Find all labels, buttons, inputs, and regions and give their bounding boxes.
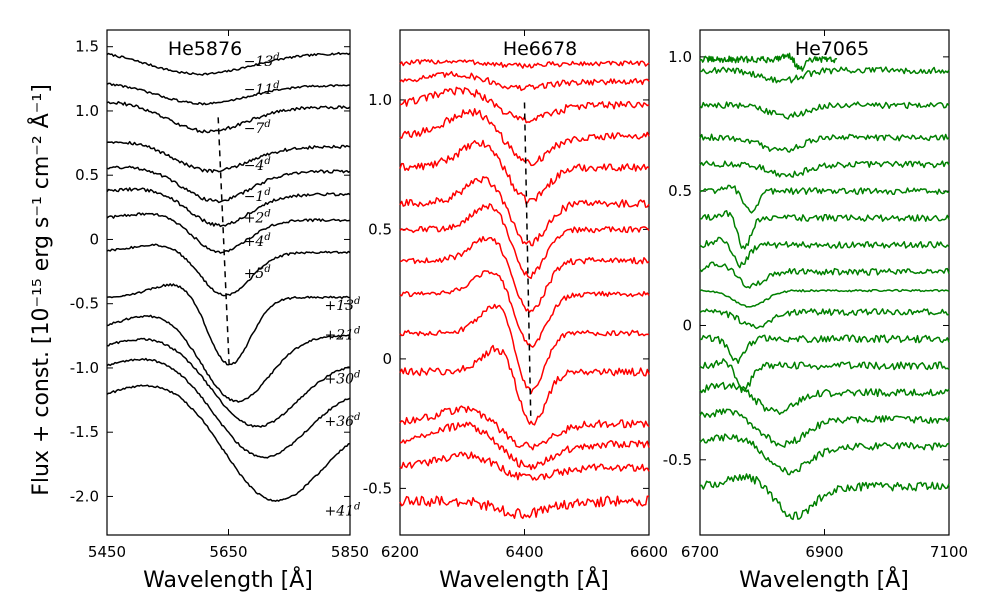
spectrum-line <box>106 243 351 297</box>
spectrum-line <box>699 381 950 416</box>
y-tick-label: -0.5 <box>70 295 99 313</box>
spectrum-line <box>399 421 650 471</box>
spectrum-line <box>399 203 650 280</box>
spectrum-line <box>106 384 351 502</box>
x-tick-label: 6700 <box>681 543 719 561</box>
line-center-guide <box>217 117 230 365</box>
spectrum-line <box>399 451 650 481</box>
y-tick-label: 0 <box>682 316 692 334</box>
y-tick-label: 0.5 <box>75 166 99 184</box>
epoch-label: +5d <box>244 264 271 282</box>
line-center-guide <box>523 102 532 416</box>
spectrum-line <box>399 303 650 395</box>
x-tick-label: 6600 <box>630 543 668 561</box>
spectrum-line <box>700 66 950 84</box>
spectrum-line <box>699 184 950 214</box>
epoch-label: +36d <box>324 412 360 430</box>
epoch-label: −13d <box>244 52 280 70</box>
epoch-label: −4d <box>244 156 271 174</box>
panel-title: He6678 <box>503 38 577 60</box>
spectrum-line <box>699 308 950 330</box>
x-tick-label: 6900 <box>805 543 843 561</box>
x-tick-label: 6400 <box>505 543 543 561</box>
y-tick-label: -0.5 <box>363 479 392 497</box>
epoch-label: +2d <box>244 209 271 227</box>
y-tick-label: -2.0 <box>70 487 99 505</box>
spectrum-line <box>106 357 351 459</box>
spectrum-line <box>106 314 351 403</box>
spectrum-line <box>699 160 950 178</box>
panel-he7065: He7065 Wavelength [Å] 6700 6900 7100 1.0 0.5… <box>663 29 968 593</box>
panel-content: 6200 6400 6600 1.0 0.5 0 -0.5 <box>363 30 668 561</box>
x-tick-label: 5650 <box>209 543 247 561</box>
y-tick-label: 0.5 <box>368 220 392 238</box>
spectrum-line <box>399 495 650 520</box>
y-tick-label: -0.5 <box>663 451 692 469</box>
spectrum-line <box>106 212 351 254</box>
spectrum-line <box>106 140 351 174</box>
spectrum-line <box>106 165 351 204</box>
x-axis-label: Wavelength [Å] <box>143 566 313 593</box>
epoch-label: +21d <box>324 326 360 344</box>
epoch-label: +4d <box>244 232 271 250</box>
spectrum-line <box>699 101 950 120</box>
x-tick-label: 7100 <box>930 543 968 561</box>
spectrum-line <box>699 358 950 392</box>
y-tick-label: 0.5 <box>668 182 692 200</box>
spectrum-line <box>699 236 950 269</box>
spectrum-line <box>700 210 950 250</box>
epoch-label: −11d <box>244 80 280 98</box>
spectrum-line <box>106 101 351 134</box>
x-axis-label: Wavelength [Å] <box>739 566 909 593</box>
spectrum-line <box>699 288 950 308</box>
panel-content: 6700 6900 7100 1.0 0.5 0 -0.5 <box>663 30 968 561</box>
spectrum-line <box>399 405 650 451</box>
y-tick-label: -1.0 <box>70 359 99 377</box>
y-tick-label: 0 <box>89 230 99 248</box>
epoch-label: −1d <box>244 187 271 205</box>
x-tick-label: 6200 <box>381 543 419 561</box>
spectrum-line <box>106 51 351 76</box>
spectrum-line <box>106 283 351 366</box>
panel-title: He5876 <box>168 38 242 60</box>
spectrum-line <box>699 133 950 153</box>
spectrum-line <box>699 473 950 521</box>
panel-he6678: He6678 Wavelength [Å] 6200 6400 6600 1.0 0.5… <box>363 29 668 593</box>
epoch-label: −7d <box>244 119 271 137</box>
spectrum-line <box>106 337 351 428</box>
spectrum-line <box>399 70 650 92</box>
x-axis-label: Wavelength [Å] <box>439 566 609 593</box>
y-tick-label: 1.5 <box>75 38 99 56</box>
panel-content: 5450 5650 5850 1.5 1.0 0.5 0 -0.5 -1.0 -1.5 -2.0 −1… <box>70 30 369 561</box>
spectrum-line <box>106 187 351 228</box>
spectrum-line <box>399 139 650 205</box>
panel-he5876: He5876 Wavelength [Å] 5450 5650 5850 1.5 1.0… <box>70 29 369 593</box>
spectrum-line <box>399 344 650 426</box>
y-axis-label: Flux + const. [10⁻¹⁵ erg s⁻¹ cm⁻² Å⁻¹] <box>27 84 54 496</box>
epoch-label: +13d <box>324 296 360 314</box>
y-tick-label: 0 <box>382 350 392 368</box>
spectrum-line <box>699 261 950 289</box>
spectrum-line <box>399 235 650 313</box>
spectrum-line <box>106 82 350 106</box>
epoch-label: +41d <box>324 502 360 520</box>
epoch-label: +30d <box>324 369 360 387</box>
x-tick-label: 5850 <box>331 543 369 561</box>
spectrum-line <box>699 433 950 476</box>
spectrum-line <box>399 176 650 247</box>
spectrum-line <box>699 334 950 364</box>
spectrum-line <box>399 58 650 69</box>
x-tick-label: 5450 <box>88 543 126 561</box>
y-tick-label: 1.0 <box>75 102 99 120</box>
y-tick-label: 1.0 <box>668 48 692 66</box>
spectrum-line <box>699 408 950 448</box>
spectrum-line <box>399 270 650 348</box>
spectrum-line <box>399 108 650 167</box>
panel-title: He7065 <box>795 38 869 60</box>
spectrum-line <box>699 52 838 72</box>
y-tick-label: -1.5 <box>70 423 99 441</box>
y-tick-label: 1.0 <box>368 91 392 109</box>
